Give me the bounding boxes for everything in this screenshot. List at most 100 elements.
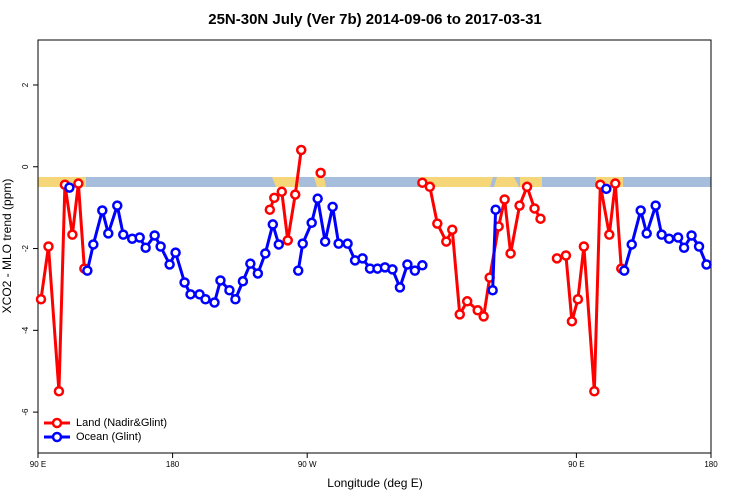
plot-frame bbox=[37, 39, 712, 454]
data-point bbox=[295, 144, 307, 156]
data-point bbox=[578, 241, 590, 252]
data-point bbox=[88, 239, 99, 250]
data-point bbox=[566, 316, 578, 327]
y-axis-label: XCO2 - MLO trend (ppm) bbox=[0, 179, 14, 314]
y-tick-label: 0 bbox=[21, 164, 30, 169]
x-tick-label: 90 W bbox=[298, 460, 317, 469]
land-band bbox=[419, 177, 493, 187]
data-point bbox=[619, 265, 630, 276]
data-point bbox=[155, 241, 166, 252]
data-point bbox=[601, 183, 612, 195]
data-point bbox=[112, 200, 123, 211]
data-point bbox=[149, 230, 160, 241]
land-band bbox=[314, 177, 326, 187]
data-point bbox=[454, 309, 465, 320]
legend-label: Ocean (Glint) bbox=[76, 431, 141, 443]
data-point bbox=[140, 242, 151, 253]
data-point bbox=[327, 201, 338, 213]
legend-label: Land (Nadir&Glint) bbox=[76, 417, 167, 429]
data-point bbox=[306, 217, 317, 229]
data-point bbox=[276, 186, 288, 197]
data-point bbox=[97, 205, 108, 216]
data-point bbox=[312, 193, 323, 204]
data-point bbox=[521, 181, 533, 193]
data-point bbox=[672, 232, 684, 243]
data-point bbox=[292, 265, 304, 276]
x-tick-label: 90 E bbox=[568, 460, 584, 469]
data-point bbox=[43, 241, 54, 252]
data-point bbox=[35, 293, 47, 305]
data-point bbox=[224, 285, 235, 296]
data-point bbox=[333, 238, 344, 249]
data-point bbox=[67, 229, 78, 240]
land-band bbox=[494, 177, 519, 187]
data-point bbox=[441, 236, 452, 247]
data-point bbox=[701, 259, 712, 270]
data-point bbox=[635, 205, 646, 216]
data-point bbox=[490, 204, 501, 215]
y-tick-label: -4 bbox=[21, 326, 30, 334]
data-point bbox=[505, 248, 516, 259]
data-point bbox=[260, 248, 271, 259]
ocean-band bbox=[38, 177, 711, 187]
chart-title: 25N-30N July (Ver 7b) 2014-09-06 to 2017… bbox=[208, 11, 542, 28]
data-point bbox=[487, 285, 498, 296]
data-point bbox=[693, 241, 705, 252]
data-point bbox=[461, 296, 473, 307]
x-tick-label: 180 bbox=[704, 460, 718, 469]
x-tick-label: 90 E bbox=[30, 460, 46, 469]
data-point bbox=[342, 238, 353, 249]
x-tick-label: 180 bbox=[166, 460, 180, 469]
data-point bbox=[289, 189, 301, 200]
data-point bbox=[269, 192, 280, 204]
data-point bbox=[200, 293, 211, 305]
data-point bbox=[394, 282, 406, 293]
data-point bbox=[650, 200, 661, 211]
data-point bbox=[82, 265, 93, 276]
data-point bbox=[610, 178, 621, 189]
data-point bbox=[417, 260, 428, 271]
y-tick-label: -2 bbox=[21, 244, 30, 252]
data-point bbox=[535, 213, 546, 224]
series bbox=[64, 182, 712, 308]
data-point bbox=[273, 239, 285, 250]
data-point bbox=[357, 253, 368, 264]
data-point bbox=[626, 239, 637, 250]
data-point bbox=[117, 229, 129, 240]
data-point bbox=[678, 242, 690, 253]
y-tick-label: -6 bbox=[21, 408, 30, 416]
data-point bbox=[641, 228, 652, 239]
data-point bbox=[402, 259, 413, 270]
land-band bbox=[596, 177, 623, 187]
legend-marker bbox=[51, 417, 63, 429]
data-point bbox=[572, 293, 584, 305]
data-point bbox=[604, 229, 615, 240]
data-point bbox=[73, 178, 84, 189]
data-point bbox=[387, 264, 398, 275]
data-point bbox=[164, 259, 175, 270]
data-point bbox=[282, 235, 294, 246]
data-point bbox=[245, 258, 256, 269]
data-point bbox=[472, 305, 483, 316]
data-point bbox=[185, 289, 196, 300]
data-point bbox=[103, 228, 114, 239]
data-point bbox=[297, 238, 308, 249]
data-point bbox=[252, 268, 264, 279]
data-point bbox=[686, 230, 697, 241]
data-point bbox=[409, 265, 421, 276]
data-point bbox=[264, 204, 276, 215]
data-point bbox=[230, 293, 241, 305]
data-point bbox=[424, 181, 436, 193]
data-point bbox=[478, 311, 489, 322]
data-point bbox=[432, 218, 443, 229]
data-point bbox=[417, 177, 428, 188]
data-point bbox=[179, 277, 190, 288]
data-point bbox=[499, 194, 510, 205]
data-point bbox=[589, 386, 600, 397]
x-axis-label: Longitude (deg E) bbox=[327, 476, 422, 490]
y-tick-label: 2 bbox=[21, 82, 30, 87]
data-point bbox=[447, 224, 458, 235]
land-band bbox=[520, 177, 542, 187]
data-point bbox=[64, 182, 75, 193]
